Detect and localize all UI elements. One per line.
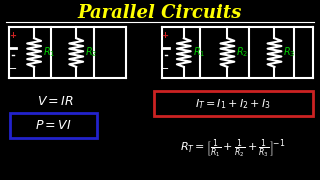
Text: Parallel Circuits: Parallel Circuits	[78, 4, 242, 22]
Text: $R_1$: $R_1$	[43, 46, 55, 59]
Text: −: −	[8, 64, 17, 74]
Text: $V = IR$: $V = IR$	[37, 95, 75, 108]
Text: $P = VI$: $P = VI$	[35, 119, 71, 132]
Text: $R_2$: $R_2$	[236, 46, 249, 59]
Text: $R_2$: $R_2$	[85, 46, 98, 59]
Text: $R_1$: $R_1$	[193, 46, 205, 59]
Text: $R_T = \left[\frac{1}{R_1}+\frac{1}{R_2}+\frac{1}{R_3}\right]^{-1}$: $R_T = \left[\frac{1}{R_1}+\frac{1}{R_2}…	[180, 138, 286, 160]
Text: +: +	[9, 31, 16, 40]
Text: $I_T = I_1 + I_2+I_3$: $I_T = I_1 + I_2+I_3$	[196, 97, 271, 111]
Text: −: −	[160, 64, 170, 74]
Text: +: +	[162, 31, 168, 40]
Text: $R_3$: $R_3$	[284, 46, 296, 59]
